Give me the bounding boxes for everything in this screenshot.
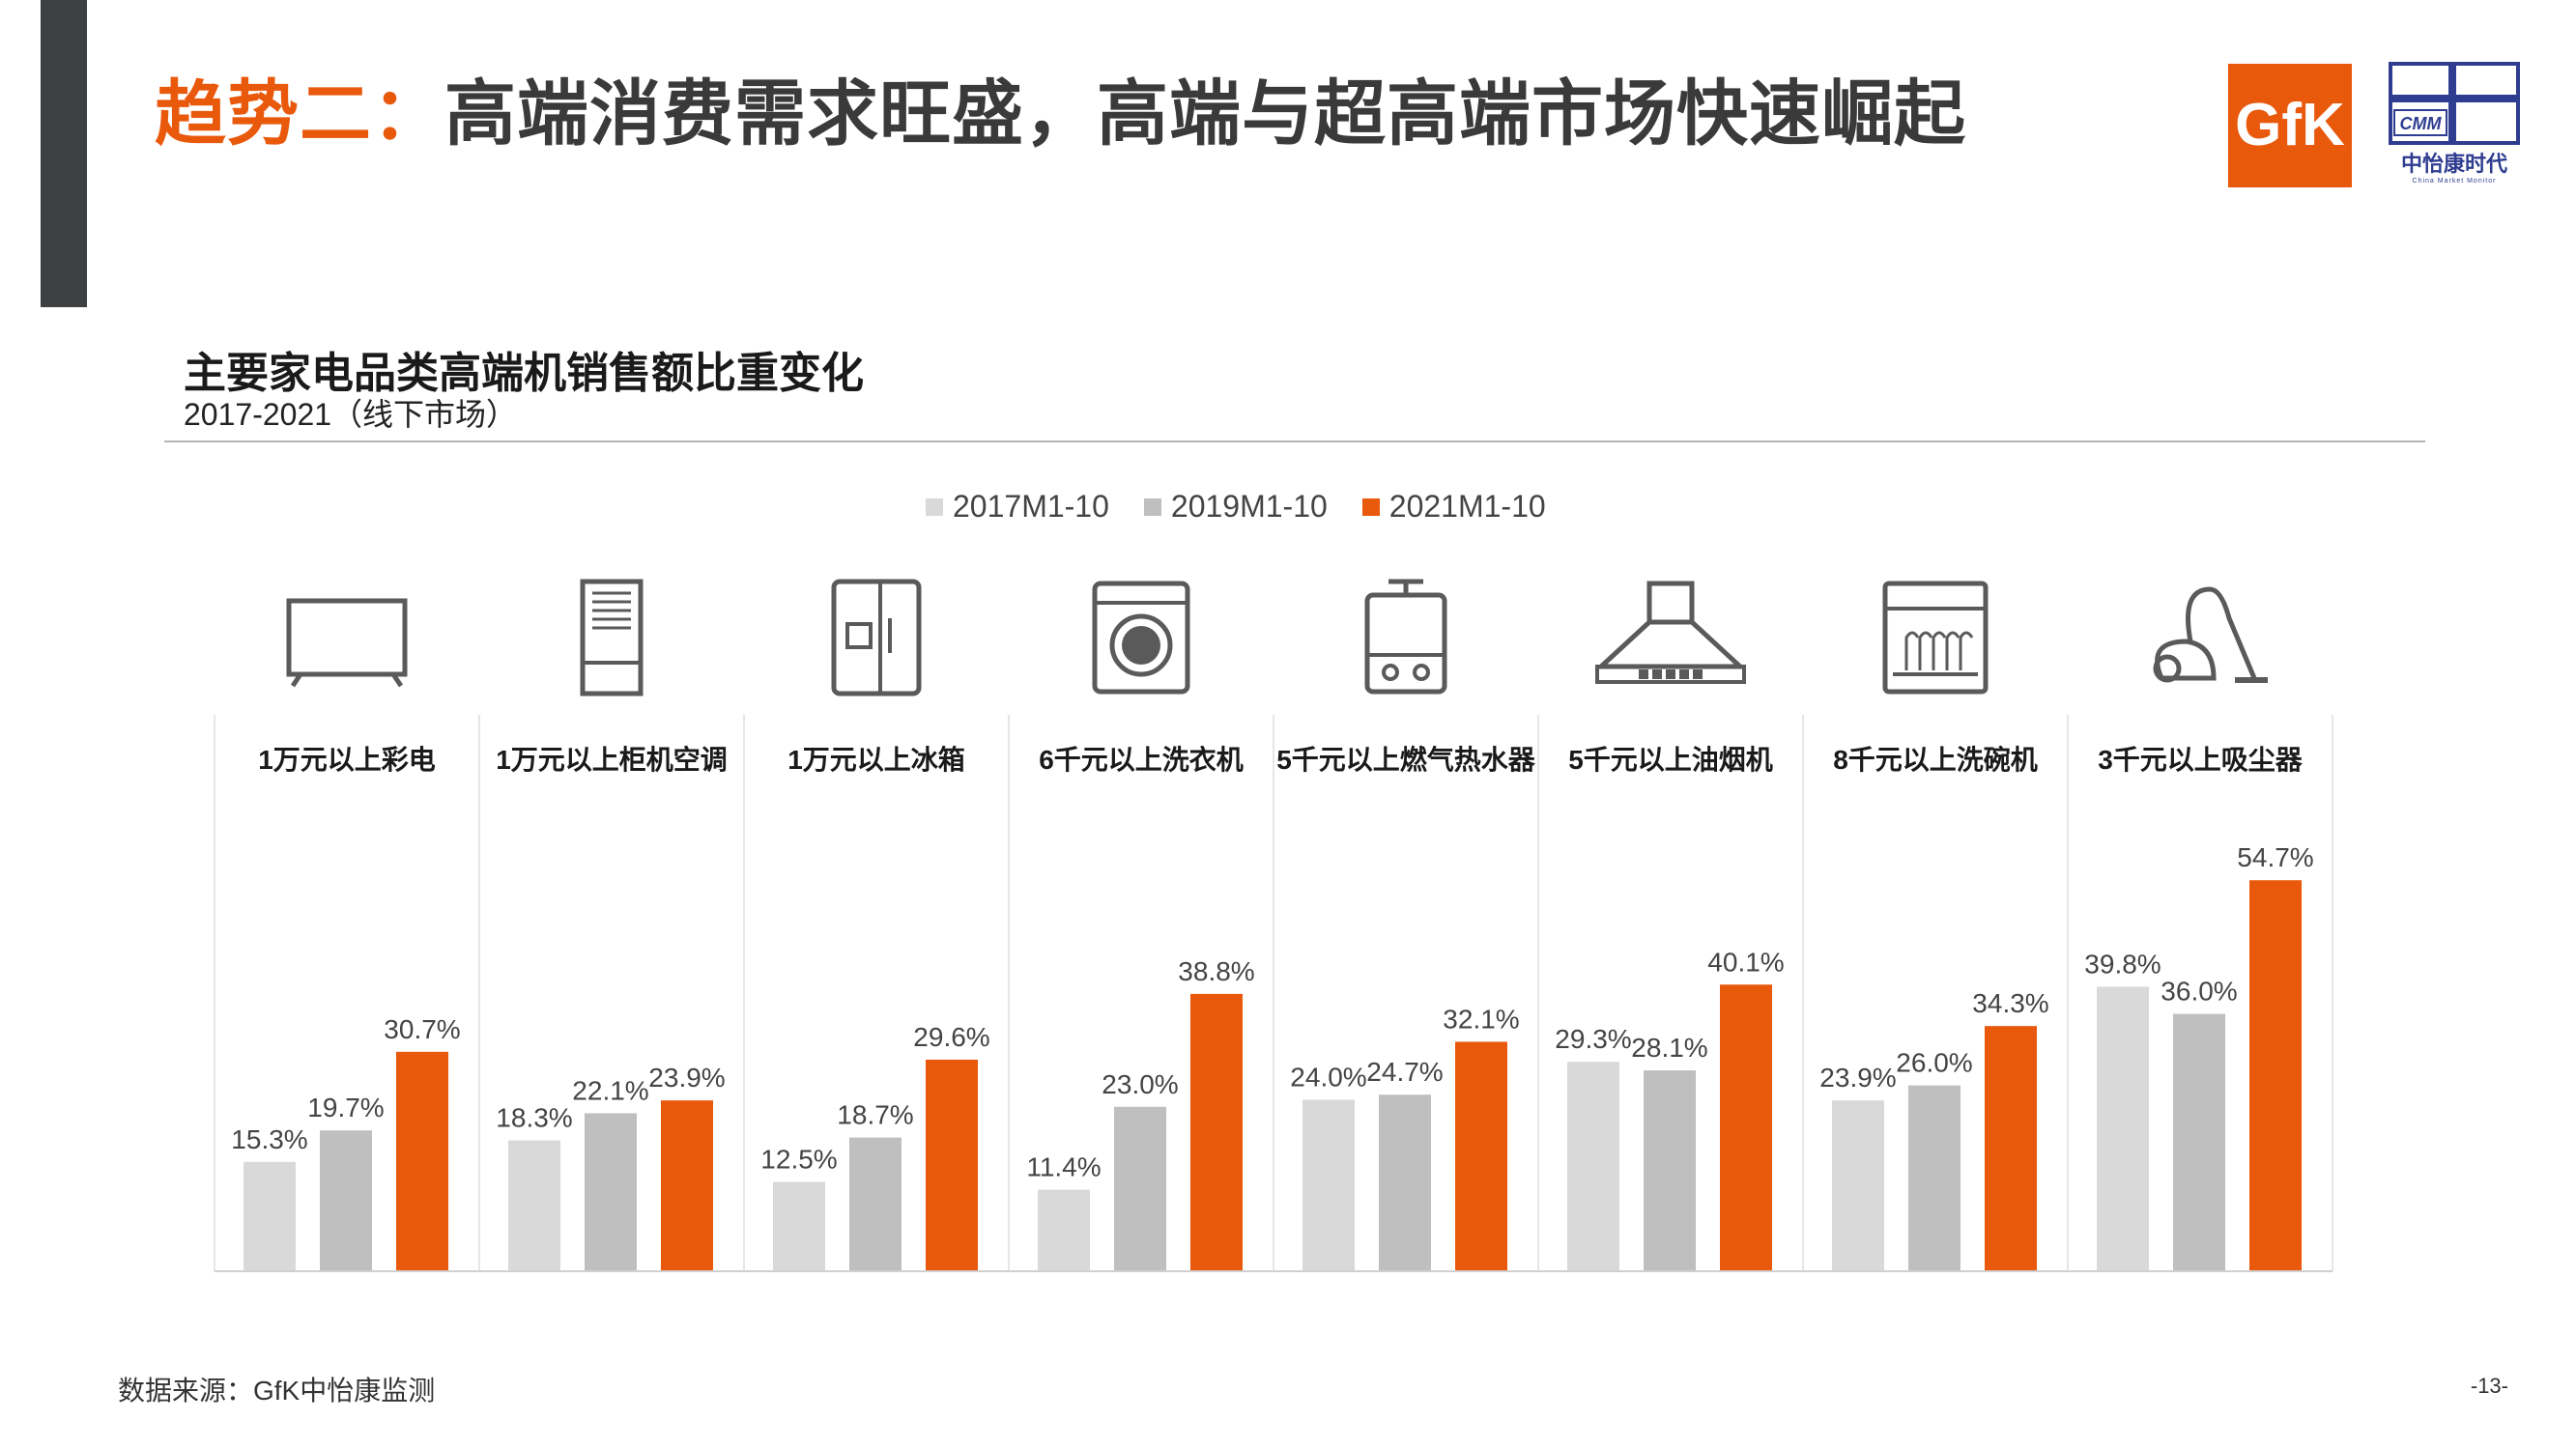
bar-2017M1-10 [1302, 1099, 1355, 1271]
legend-label: 2021M1-10 [1388, 489, 1546, 524]
range-hood-icon [1594, 581, 1747, 684]
bar-2021M1-10 [1455, 1041, 1507, 1271]
page-number: -13- [2470, 1374, 2508, 1398]
bar-2017M1-10 [1567, 1062, 1619, 1271]
bar-2019M1-10 [2173, 1013, 2225, 1271]
legend-label: 2019M1-10 [1170, 489, 1328, 524]
category-label: 3千元以上吸尘器 [2098, 745, 2304, 775]
bar-2021M1-10 [1720, 984, 1772, 1271]
data-label: 54.7% [2237, 842, 2313, 872]
bar-2017M1-10 [508, 1140, 560, 1271]
page-title-text: 高端消费需求旺盛，高端与超高端市场快速崛起 [444, 73, 1966, 154]
data-label: 32.1% [1443, 1004, 1519, 1034]
data-label: 29.3% [1555, 1024, 1631, 1054]
bar-2021M1-10 [396, 1051, 448, 1271]
data-label: 36.0% [2161, 977, 2237, 1007]
bar-2019M1-10 [1114, 1106, 1166, 1271]
washer-icon [1092, 581, 1190, 695]
category-label: 8千元以上洗碗机 [1833, 744, 2038, 775]
side-accent-bar [41, 0, 87, 307]
page-title-highlight: 趋势二： [155, 73, 444, 154]
category-label: 5千元以上油烟机 [1568, 745, 1773, 775]
bar-2021M1-10 [2249, 880, 2302, 1271]
bar-2017M1-10 [2097, 986, 2149, 1271]
bar-2017M1-10 [1832, 1100, 1884, 1271]
data-label: 34.3% [1972, 988, 2048, 1018]
chart-title: 主要家电品类高端机销售额比重变化 [184, 350, 864, 397]
cmm-logo-sub: China Market Monitor [2412, 178, 2497, 185]
data-label: 30.7% [384, 1014, 460, 1044]
data-label: 24.7% [1366, 1057, 1443, 1087]
cmm-logo-mark: CMM [2389, 62, 2520, 145]
chart-legend: 2017M1-10 2019M1-10 2021M1-10 [926, 489, 1546, 525]
dishwasher-icon [1882, 581, 1989, 695]
fridge-icon [831, 579, 922, 696]
legend-swatch [926, 497, 943, 516]
bar-2017M1-10 [243, 1161, 296, 1271]
data-label: 11.4% [1026, 1152, 1101, 1182]
data-label: 12.5% [760, 1145, 837, 1175]
cmm-logo: CMM 中怡康时代 China Market Monitor [2389, 62, 2520, 193]
category-label: 1万元以上冰箱 [787, 744, 965, 775]
data-label: 24.0% [1290, 1062, 1366, 1092]
category-label: 5千元以上燃气热水器 [1276, 745, 1536, 775]
cmm-logo-name: 中怡康时代 [2400, 152, 2507, 176]
data-label: 23.9% [648, 1063, 725, 1093]
category-label: 1万元以上彩电 [258, 745, 436, 775]
tv-icon [286, 598, 408, 688]
legend-label: 2017M1-10 [953, 489, 1109, 524]
data-label: 38.8% [1178, 956, 1254, 986]
data-label: 40.1% [1707, 947, 1784, 977]
gfk-logo: GfK [2228, 64, 2352, 187]
bar-2021M1-10 [661, 1100, 713, 1271]
bar-2017M1-10 [773, 1181, 825, 1271]
legend-item-2019: 2019M1-10 [1143, 489, 1328, 525]
bar-2021M1-10 [926, 1059, 978, 1271]
data-label: 28.1% [1631, 1033, 1707, 1063]
data-label: 18.7% [837, 1100, 913, 1130]
legend-item-2021: 2021M1-10 [1361, 489, 1546, 525]
vacuum-icon [2153, 586, 2268, 683]
bar-2019M1-10 [1644, 1070, 1696, 1271]
category-label: 1万元以上柜机空调 [496, 744, 728, 775]
bar-2017M1-10 [1038, 1189, 1090, 1271]
data-label: 29.6% [913, 1022, 989, 1052]
data-label: 23.0% [1102, 1069, 1178, 1099]
data-label: 23.9% [1819, 1063, 1896, 1093]
cmm-logo-abbr: CMM [2400, 114, 2443, 133]
category-label: 6千元以上洗衣机 [1039, 744, 1244, 775]
legend-swatch [1361, 497, 1380, 516]
data-label: 22.1% [572, 1075, 648, 1105]
bar-2019M1-10 [1908, 1085, 1961, 1271]
bar-chart: 1万元以上彩电 15.3%19.7% 30.7% 1万元以上柜机空调 18.3%22.1… [214, 579, 2333, 1272]
data-label: 15.3% [231, 1124, 307, 1154]
bar-2019M1-10 [1379, 1094, 1431, 1271]
bar-2019M1-10 [320, 1130, 372, 1271]
bar-2019M1-10 [849, 1137, 902, 1271]
data-label: 26.0% [1896, 1048, 1972, 1078]
bar-2021M1-10 [1985, 1026, 2037, 1271]
legend-swatch [1143, 497, 1161, 516]
cabinet-ac-icon [580, 579, 644, 696]
page-title: 趋势二：高端消费需求旺盛，高端与超高端市场快速崛起 [155, 56, 1966, 159]
data-label: 39.8% [2084, 949, 2161, 979]
chart-subtitle: 2017-2021（线下市场） [184, 397, 518, 432]
bar-2019M1-10 [585, 1113, 637, 1271]
bar-2021M1-10 [1190, 993, 1243, 1271]
legend-item-2017: 2017M1-10 [926, 489, 1109, 525]
title-divider [164, 440, 2425, 442]
data-label: 19.7% [307, 1093, 384, 1122]
data-source: 数据来源：GfK中怡康监测 [118, 1376, 436, 1406]
water-heater-icon [1364, 579, 1447, 695]
data-label: 18.3% [496, 1103, 572, 1133]
